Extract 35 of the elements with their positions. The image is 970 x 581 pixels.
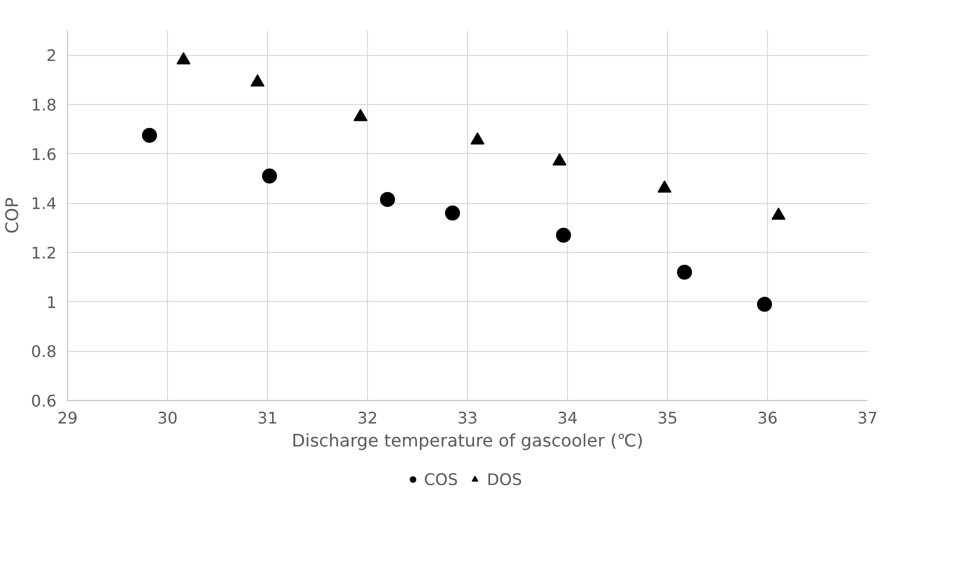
x-tick-label: 32 [357, 408, 378, 428]
point [552, 153, 566, 166]
point [142, 128, 157, 143]
y-tick-label: 1.6 [31, 144, 57, 164]
point [380, 192, 395, 207]
x-tick-label: 36 [757, 408, 778, 428]
x-tick-label: 29 [57, 408, 78, 428]
point [772, 207, 786, 220]
legend-label: DOS [486, 470, 522, 488]
x-tick-label: 34 [557, 408, 578, 428]
x-axis-title: Discharge temperature of gascooler (℃) [292, 432, 644, 452]
point [250, 74, 264, 87]
point [470, 132, 484, 145]
point [556, 228, 571, 243]
legend-label: COS [424, 470, 458, 488]
y-tick-label: 1 [46, 292, 57, 312]
point [677, 264, 692, 280]
x-tick-label: 33 [457, 408, 478, 428]
y-axis-title: COP [3, 197, 24, 234]
point [262, 168, 277, 184]
y-tick-label: 0.6 [31, 392, 57, 410]
x-tick-label: 35 [657, 408, 678, 428]
point [354, 108, 368, 122]
y-tick-label: 1.4 [31, 194, 57, 214]
point [176, 52, 190, 64]
y-tick-label: 0.8 [31, 342, 57, 362]
x-tick-label: 37 [857, 408, 878, 428]
x-tick-label: 31 [257, 408, 278, 428]
point [757, 296, 772, 312]
y-tick-label: 1.2 [31, 244, 57, 262]
point [658, 180, 672, 193]
x-tick-label: 30 [157, 408, 178, 428]
y-tick-label: 2 [46, 46, 57, 66]
y-tick-label: 1.8 [31, 96, 57, 114]
point [445, 206, 460, 221]
